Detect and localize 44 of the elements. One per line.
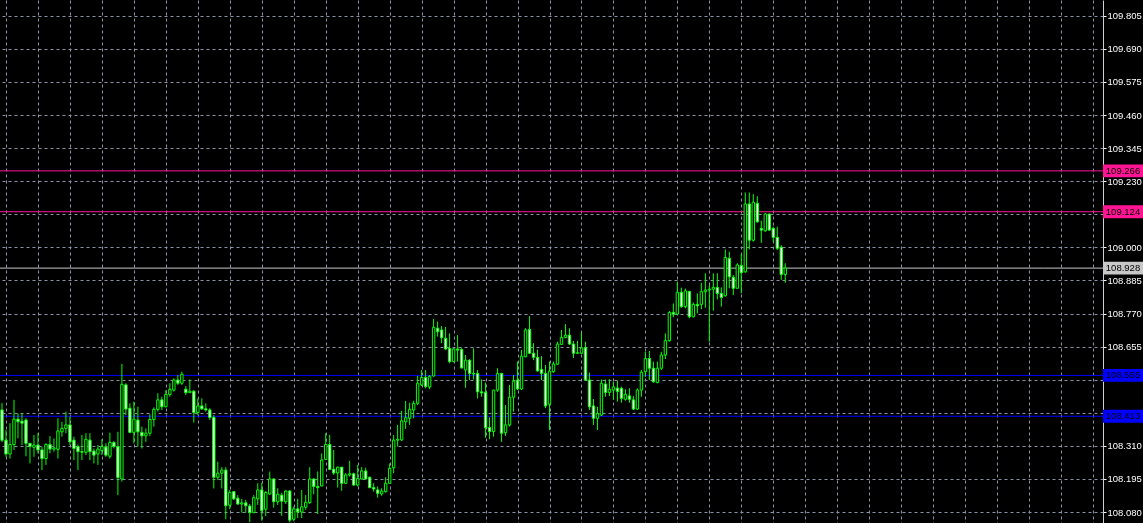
candlestick <box>399 410 404 442</box>
candlestick <box>715 272 720 300</box>
candlestick <box>84 432 88 456</box>
y-tick-label: 109.805 <box>1107 10 1142 22</box>
y-tick-label: 108.080 <box>1107 506 1142 518</box>
ref-line-label: 108.413 <box>1105 410 1141 422</box>
candlestick <box>707 284 712 343</box>
candlestick <box>300 489 304 519</box>
candlestick <box>136 406 140 447</box>
candlestick <box>272 477 276 509</box>
ref-line-label: 109.266 <box>1105 164 1141 176</box>
candlestick <box>56 417 60 460</box>
y-tick-label: 108.885 <box>1107 274 1142 286</box>
candlestick <box>24 417 28 457</box>
candlestick <box>647 350 652 381</box>
candlestick <box>611 381 616 401</box>
y-tick-label: 108.770 <box>1107 308 1142 320</box>
y-tick-label: 108.195 <box>1107 473 1142 485</box>
candlestick <box>20 412 24 446</box>
y-tick-label: 109.345 <box>1107 142 1142 154</box>
candlestick <box>260 482 264 522</box>
candlestick <box>699 282 704 310</box>
candlestick <box>280 492 284 517</box>
candlestick <box>459 347 464 370</box>
candlestick <box>675 281 680 316</box>
y-tick-label: 108.655 <box>1107 341 1142 353</box>
candlestick <box>192 389 196 424</box>
candlestick <box>308 466 312 505</box>
candlestick <box>108 432 112 460</box>
y-tick-label: 109.690 <box>1107 43 1142 55</box>
ref-line-label: 108.555 <box>1105 369 1141 381</box>
candlestick <box>711 272 716 312</box>
y-tick-label: 109.230 <box>1107 175 1142 187</box>
candlestick <box>703 272 708 309</box>
candlestick <box>132 401 136 444</box>
y-tick-label: 108.310 <box>1107 440 1142 452</box>
y-tick-label: 109.000 <box>1107 241 1142 253</box>
ref-line-label: 108.928 <box>1105 262 1141 274</box>
y-tick-label: 109.575 <box>1107 76 1142 88</box>
candlestick <box>88 432 92 461</box>
candlestick <box>296 498 300 519</box>
ref-line-label: 109.124 <box>1105 205 1141 217</box>
y-tick-label: 109.460 <box>1107 109 1142 121</box>
candlestick <box>407 402 412 426</box>
